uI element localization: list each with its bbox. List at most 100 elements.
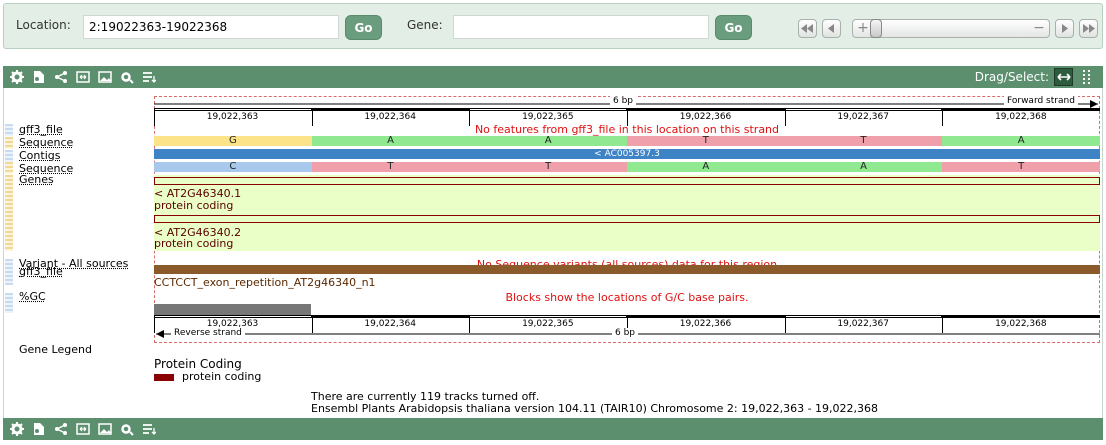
double-left-arrow-icon xyxy=(801,24,813,33)
drag-mode-button[interactable] xyxy=(1054,68,1073,86)
tracks-off-text: There are currently 119 tracks turned of… xyxy=(311,390,540,403)
jump-left-button[interactable] xyxy=(822,19,841,38)
gc-block[interactable] xyxy=(154,304,311,315)
scale-segment xyxy=(942,108,1100,111)
track-handle[interactable] xyxy=(5,259,13,271)
location-go-button[interactable]: Go xyxy=(345,15,382,40)
track-label-sequence-rev[interactable]: Sequence xyxy=(19,162,74,175)
gene-transcript-2[interactable]: < AT2G46340.2 protein coding xyxy=(154,213,1100,251)
zoom-in-icon[interactable]: + xyxy=(857,20,869,36)
reset-track-order-icon[interactable] xyxy=(141,69,157,85)
scale-tick-label: 19,022,368 xyxy=(995,319,1047,329)
sequence-base[interactable]: G xyxy=(154,136,312,146)
select-dots-icon xyxy=(1083,70,1090,84)
sequence-base[interactable]: A xyxy=(784,162,943,172)
configure-gear-icon[interactable] xyxy=(9,421,25,437)
track-label-variant[interactable]: Variant - All sources xyxy=(19,257,129,270)
track-label-gff3-file[interactable]: gff3_file xyxy=(19,123,63,136)
scale-segment xyxy=(942,315,1100,318)
scale-tick xyxy=(469,108,471,126)
location-input[interactable] xyxy=(83,15,339,39)
scale-tick xyxy=(627,315,628,333)
share-icon[interactable] xyxy=(53,69,69,85)
scale-tick-label: 19,022,364 xyxy=(364,112,416,122)
zoom-slider[interactable]: + − xyxy=(852,19,1050,38)
track-handle[interactable] xyxy=(5,271,13,285)
gene-transcript-1-name: < AT2G46340.1 xyxy=(154,187,242,200)
scale-segment xyxy=(311,315,470,318)
horizontal-arrows-icon xyxy=(1056,73,1071,81)
gene-transcript-2-name: < AT2G46340.2 xyxy=(154,226,242,239)
gene-transcript-2-bar[interactable] xyxy=(154,215,1100,223)
sequence-base[interactable]: A xyxy=(942,136,1100,146)
sequence-base[interactable]: A xyxy=(311,136,470,146)
scale-tick-label: 19,022,368 xyxy=(995,112,1047,122)
contig-feature[interactable]: < AC005397.3 xyxy=(154,149,1100,159)
scale-tick-label: 19,022,366 xyxy=(679,112,732,122)
scale-tick xyxy=(784,315,786,333)
gene-go-button[interactable]: Go xyxy=(715,15,752,40)
scale-segment xyxy=(784,315,943,318)
sequence-base[interactable]: T xyxy=(469,162,627,172)
gene-transcript-1-biotype: protein coding xyxy=(154,199,234,212)
gene-input[interactable] xyxy=(453,15,709,39)
scale-tick-label: 19,022,363 xyxy=(206,319,259,329)
scale-segment xyxy=(469,108,627,111)
gene-transcript-1-bar[interactable] xyxy=(154,177,1100,185)
legend-item-protein-coding: protein coding xyxy=(182,370,262,383)
sequence-base[interactable]: C xyxy=(154,162,312,172)
drag-select-label: Drag/Select: xyxy=(974,70,1049,84)
scale-tick xyxy=(154,108,155,126)
gff3-feature-bar[interactable] xyxy=(154,265,1100,274)
scale-tick-label: 19,022,367 xyxy=(837,319,889,329)
bottom-scale-bar: 19,022,363 19,022,364 19,022,365 19,022,366… xyxy=(154,315,1100,333)
left-arrow-icon xyxy=(828,24,834,33)
sequence-base[interactable]: A xyxy=(469,136,627,146)
zoom-out-icon[interactable]: − xyxy=(1033,20,1045,36)
track-handle[interactable] xyxy=(5,162,13,174)
select-mode-button[interactable] xyxy=(1079,68,1095,86)
share-icon[interactable] xyxy=(53,421,69,437)
top-scale-bar: 19,022,363 19,022,364 19,022,365 19,022,366… xyxy=(154,108,1100,126)
sequence-base[interactable]: T xyxy=(627,136,785,146)
custom-tracks-icon[interactable] xyxy=(31,69,47,85)
track-label-gff3-file-rev[interactable]: gff3_file xyxy=(19,265,63,278)
scale-tick-label: 19,022,366 xyxy=(679,319,732,329)
reverse-strand-label: Reverse strand xyxy=(171,328,245,338)
export-image-icon[interactable] xyxy=(97,421,113,437)
scale-tick-label: 19,022,365 xyxy=(522,112,574,122)
configure-gear-icon[interactable] xyxy=(9,69,25,85)
gc-message: Blocks show the locations of G/C base pa… xyxy=(505,291,749,304)
export-image-icon[interactable] xyxy=(97,69,113,85)
location-label: Location: xyxy=(16,18,71,32)
reset-track-order-icon[interactable] xyxy=(141,421,157,437)
scale-tick xyxy=(469,315,471,333)
track-handle[interactable] xyxy=(5,150,13,162)
sequence-base[interactable]: T xyxy=(311,162,470,172)
legend-title: Protein Coding xyxy=(154,357,242,371)
resize-image-icon[interactable] xyxy=(75,421,91,437)
reset-config-icon[interactable] xyxy=(119,421,135,437)
reset-config-icon[interactable] xyxy=(119,69,135,85)
track-label-gc[interactable]: %GC xyxy=(19,290,46,303)
jump-far-left-button[interactable] xyxy=(798,19,817,38)
custom-tracks-icon[interactable] xyxy=(31,421,47,437)
scale-tick xyxy=(311,315,313,333)
sequence-base[interactable]: T xyxy=(784,136,943,146)
track-handle[interactable] xyxy=(5,137,13,149)
jump-right-button[interactable] xyxy=(1055,19,1074,38)
resize-image-icon[interactable] xyxy=(75,69,91,85)
track-label-sequence[interactable]: Sequence xyxy=(19,136,74,149)
jump-far-right-button[interactable] xyxy=(1079,19,1098,38)
zoom-slider-handle[interactable] xyxy=(870,19,882,38)
sequence-base[interactable]: T xyxy=(942,162,1100,172)
sequence-base[interactable]: A xyxy=(627,162,785,172)
track-handle[interactable] xyxy=(5,293,13,313)
gene-transcript-1[interactable]: < AT2G46340.1 protein coding xyxy=(154,175,1100,213)
scale-segment xyxy=(469,315,627,318)
track-handle[interactable] xyxy=(5,124,13,136)
track-label-contigs[interactable]: Contigs xyxy=(19,149,61,162)
track-handle[interactable] xyxy=(5,175,13,251)
track-label-genes[interactable]: Genes xyxy=(19,173,54,186)
scale-tick xyxy=(942,315,944,333)
